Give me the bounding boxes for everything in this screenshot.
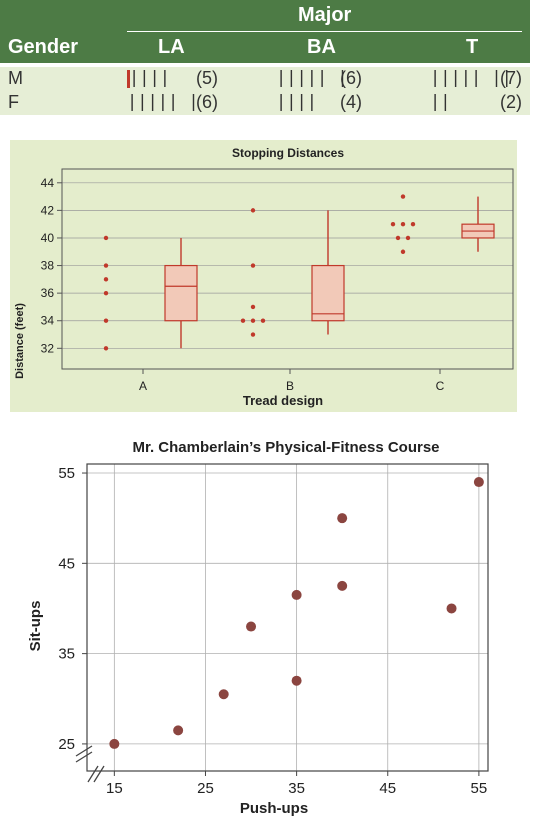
major-t-header: T [466, 36, 479, 58]
scatter-frame [86, 463, 489, 772]
y-tick-label: 45 [58, 555, 75, 572]
boxplot-ylabel: Distance (feet) [14, 303, 26, 379]
y-tick-label: 38 [41, 259, 55, 273]
data-point [103, 290, 109, 296]
axis-break-symbol [75, 745, 105, 783]
data-point [103, 318, 109, 323]
boxplot-title: Stopping Distances [232, 146, 344, 160]
data-point [446, 603, 457, 614]
data-point [400, 194, 406, 199]
fitness-scatter-chart: Mr. Chamberlain’s Physical-Fitness Cours… [27, 439, 489, 817]
major-header: Major [298, 4, 352, 26]
data-point [410, 221, 416, 227]
count-cell: (6) [340, 68, 362, 88]
table-row: F ||||| | (6) |||| (4) || (2) [0, 91, 530, 115]
data-point [291, 675, 302, 686]
boxplot-frame [61, 168, 514, 370]
highlighted-tally-mark [127, 70, 130, 88]
data-point [395, 235, 401, 241]
tally-cell: ||||| | [127, 92, 199, 112]
data-point [250, 304, 256, 310]
data-point [250, 318, 256, 323]
x-tick-label: B [286, 379, 294, 393]
boxplot-chart: Stopping Distances Tread design Distance… [14, 146, 514, 408]
y-tick-label: 34 [41, 314, 55, 328]
data-point [260, 318, 266, 323]
count-cell: (7) [500, 68, 522, 88]
data-point [218, 689, 229, 700]
y-tick-label: 35 [58, 646, 75, 663]
major-la-header: LA [158, 36, 185, 58]
count-cell: (4) [340, 92, 362, 112]
scatter-xlabel: Push-ups [240, 800, 308, 817]
scatter-ylabel: Sit-ups [27, 601, 44, 652]
tally-cell: |||| [129, 68, 170, 88]
data-point [246, 621, 257, 632]
data-point [250, 208, 256, 213]
box [164, 264, 198, 322]
gender-label: F [8, 92, 19, 112]
data-point [103, 235, 109, 241]
scatter-title: Mr. Chamberlain’s Physical-Fitness Cours… [132, 439, 439, 456]
boxplot-xlabel: Tread design [243, 393, 323, 408]
data-point [250, 263, 256, 268]
data-point [103, 346, 109, 351]
data-point [337, 513, 348, 524]
major-ba-header: BA [307, 36, 336, 58]
x-tick-label: 45 [379, 780, 396, 797]
data-point [473, 477, 484, 488]
data-point [103, 263, 109, 268]
x-tick-label: 15 [106, 780, 123, 797]
y-tick-label: 32 [41, 341, 55, 355]
gender-header: Gender [8, 36, 79, 58]
x-tick-label: 35 [288, 780, 305, 797]
data-point [337, 580, 348, 591]
data-point [400, 221, 406, 227]
count-cell: (2) [500, 92, 522, 112]
count-cell: (5) [196, 68, 218, 88]
tally-cell: || [430, 92, 451, 112]
y-tick-label: 40 [41, 231, 55, 245]
y-tick-label: 25 [58, 736, 75, 753]
y-tick-label: 42 [41, 203, 55, 217]
tally-cell: ||||| | [276, 68, 348, 88]
tally-cell: ||||| || [430, 68, 512, 88]
table-row: M |||| (5) ||||| | (6) ||||| || (7) [0, 67, 530, 91]
data-point [291, 589, 302, 600]
data-point [240, 318, 246, 323]
data-point [103, 277, 109, 282]
data-point [405, 235, 411, 241]
box [311, 264, 345, 322]
header-divider [127, 31, 522, 32]
data-point [390, 221, 396, 227]
x-tick-label: 55 [471, 780, 488, 797]
tally-cell: |||| [276, 92, 317, 112]
data-point [173, 725, 184, 736]
data-point [400, 249, 406, 254]
data-point [250, 332, 256, 337]
x-tick-label: C [436, 379, 445, 393]
gender-label: M [8, 68, 23, 88]
x-tick-label: A [139, 379, 147, 393]
stopping-distances-panel: Stopping Distances Tread design Distance… [10, 140, 517, 412]
x-tick-label: 25 [197, 780, 214, 797]
y-tick-label: 36 [41, 286, 55, 300]
tally-table: Major Gender LA BA T M |||| (5) ||||| | … [0, 0, 530, 122]
data-point [109, 738, 120, 749]
y-tick-label: 44 [41, 176, 55, 190]
table-header: Major Gender LA BA T [0, 0, 530, 63]
count-cell: (6) [196, 92, 218, 112]
y-tick-label: 55 [58, 465, 75, 482]
